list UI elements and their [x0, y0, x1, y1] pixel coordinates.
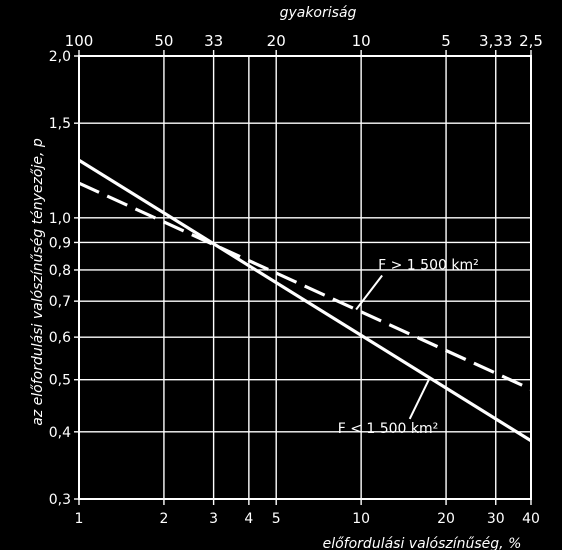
x-tick-label: 30: [487, 511, 505, 527]
x-tick-label: 40: [522, 511, 540, 527]
annotation-leader: [408, 377, 431, 420]
y-tick-label: 0,8: [49, 263, 71, 279]
x-tick-label: 2: [159, 511, 168, 527]
tick-labels: 1 2 3 4 5 10 20 30 40 0,3 0,4 0,5 0,6 0,7 0,8 0,9 1,0 1,5…: [49, 32, 543, 527]
annotation-label: F < 1 500 km²: [338, 421, 439, 437]
top-tick-label: 2,5: [519, 32, 543, 50]
plot-frame: [78, 55, 532, 500]
y-tick-label: 0,5: [49, 373, 71, 389]
annotation-label: F > 1 500 km²: [378, 258, 479, 274]
y-tick-label: 2,0: [49, 49, 71, 65]
y-tick-label: 1,5: [49, 116, 71, 132]
top-tick-label: 5: [441, 32, 451, 50]
x-tick-label: 1: [75, 511, 84, 527]
top-tick-label: 20: [267, 32, 286, 50]
y-tick-label: 0,3: [49, 492, 71, 508]
chart-title: gyakoriság: [280, 5, 357, 21]
y-tick-label: 0,4: [49, 425, 71, 441]
top-tick-label: 33: [204, 32, 223, 50]
top-tick-label: 10: [352, 32, 371, 50]
y-tick-label: 0,9: [49, 235, 71, 251]
series-line-dashed: [78, 181, 532, 391]
y-tick-label: 1,0: [49, 211, 71, 227]
top-tick-label: 50: [154, 32, 173, 50]
x-tick-label: 4: [244, 511, 253, 527]
x-tick-label: 20: [437, 511, 455, 527]
x-tick-label: 10: [352, 511, 370, 527]
series-layer: [78, 158, 532, 443]
y-axis-label: az előfordulási valószínűség tényezője, …: [30, 138, 46, 426]
grid: [74, 50, 532, 505]
y-tick-label: 0,7: [49, 294, 71, 310]
x-axis-label: előfordulási valószínűség, %: [323, 536, 522, 550]
series-line-solid: [78, 158, 532, 443]
y-tick-label: 0,6: [49, 330, 71, 346]
annotations: F > 1 500 km² F < 1 500 km²: [338, 258, 479, 437]
x-tick-label: 3: [209, 511, 218, 527]
annotation-leader: [355, 274, 383, 311]
top-tick-label: 100: [65, 32, 94, 50]
x-tick-label: 5: [272, 511, 281, 527]
top-tick-label: 3,33: [479, 32, 512, 50]
